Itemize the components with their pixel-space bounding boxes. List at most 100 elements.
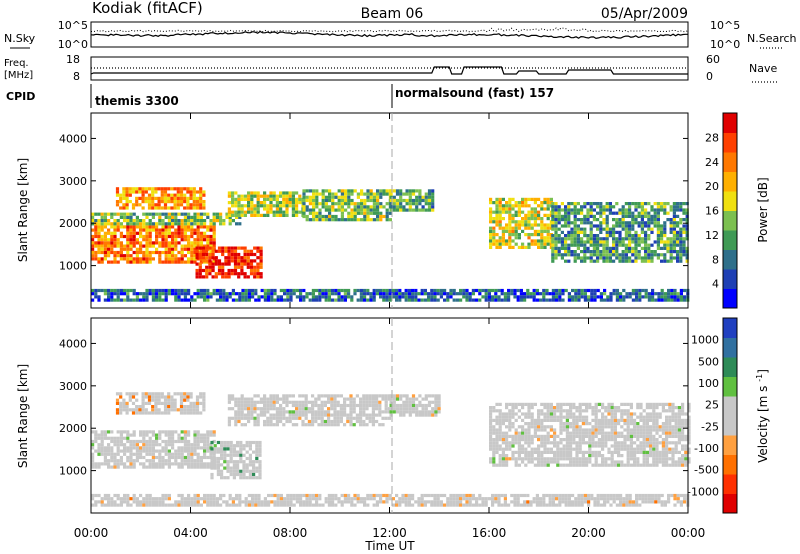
heatmap-cell — [408, 202, 412, 206]
heatmap-cell — [589, 237, 593, 241]
heatmap-cell — [573, 202, 577, 206]
heatmap-cell — [205, 256, 209, 260]
heatmap-cell — [107, 238, 111, 242]
heatmap-cell — [157, 401, 161, 405]
heatmap-cell — [148, 212, 152, 216]
heatmap-cell — [144, 408, 148, 412]
heatmap-cell — [259, 397, 263, 401]
heatmap-cell — [119, 222, 123, 226]
heatmap-cell — [368, 403, 372, 408]
heatmap-cell — [399, 198, 403, 203]
heatmap-cell — [142, 254, 146, 258]
heatmap-cell — [266, 397, 270, 401]
heatmap-cell — [372, 192, 376, 196]
heatmap-cell — [158, 298, 162, 302]
heatmap-cell — [119, 392, 123, 396]
heatmap-cell — [163, 395, 168, 399]
heatmap-cell — [132, 244, 136, 248]
heatmap-cell — [183, 260, 187, 264]
heatmap-cell — [135, 222, 139, 226]
heatmap-cell — [617, 444, 621, 448]
heatmap-cell — [585, 415, 589, 419]
heatmap-cell — [199, 203, 203, 207]
heatmap-cell — [258, 476, 262, 480]
heatmap-cell — [596, 237, 600, 241]
heatmap-cell — [177, 465, 181, 469]
heatmap-cell — [489, 418, 493, 422]
heatmap-cell — [148, 459, 152, 463]
heatmap-cell — [318, 202, 322, 206]
heatmap-cell — [193, 241, 197, 245]
heatmap-cell — [372, 198, 376, 203]
heatmap-cell — [615, 240, 619, 244]
heatmap-cell — [131, 206, 136, 210]
heatmap-cell — [231, 197, 235, 201]
heatmap-cell — [489, 406, 493, 410]
heatmap-cell — [119, 462, 123, 466]
heatmap-cell — [492, 444, 496, 448]
heatmap-cell — [411, 192, 416, 196]
heatmap-cell — [679, 298, 683, 302]
heatmap-cell — [176, 408, 180, 412]
heatmap-cell — [135, 219, 139, 223]
heatmap-cell — [605, 224, 609, 228]
heatmap-cell — [212, 430, 216, 434]
heatmap-cell — [567, 211, 571, 215]
heatmap-cell — [575, 422, 579, 426]
heatmap-cell — [537, 463, 541, 467]
heatmap-cell — [282, 213, 286, 217]
heatmap-cell — [180, 462, 184, 466]
heatmap-cell — [275, 207, 279, 211]
heatmap-cell — [275, 423, 279, 427]
heatmap-cell — [131, 395, 136, 399]
heatmap-cell — [285, 204, 289, 208]
heatmap-cell — [97, 298, 101, 302]
heatmap-cell — [113, 234, 117, 239]
heatmap-cell — [565, 412, 569, 416]
heatmap-cell — [647, 298, 651, 302]
heatmap-cell — [145, 215, 149, 219]
heatmap-cell — [505, 463, 509, 467]
heatmap-cell — [524, 412, 528, 416]
heatmap-cell — [491, 298, 495, 302]
heatmap-cell — [167, 433, 171, 437]
heatmap-cell — [375, 407, 379, 411]
heatmap-cell — [640, 214, 644, 218]
heatmap-cell — [147, 196, 152, 200]
heatmap-cell — [177, 493, 181, 498]
heatmap-cell — [634, 221, 638, 225]
heatmap-cell — [532, 295, 536, 299]
heatmap-cell — [554, 208, 558, 212]
heatmap-cell — [685, 259, 689, 263]
heatmap-cell — [624, 227, 628, 231]
heatmap-cell — [227, 268, 231, 273]
heatmap-cell — [637, 237, 641, 241]
heatmap-cell — [511, 422, 515, 426]
heatmap-cell — [327, 298, 331, 302]
heatmap-cell — [116, 219, 120, 223]
heatmap-cell — [546, 457, 550, 461]
heatmap-cell — [97, 234, 101, 239]
heatmap-cell — [628, 224, 632, 228]
heatmap-cell — [173, 398, 177, 402]
heatmap-cell — [230, 272, 234, 276]
heatmap-cell — [148, 234, 152, 239]
heatmap-cell — [208, 256, 212, 260]
heatmap-cell — [561, 298, 565, 302]
heatmap-cell — [330, 394, 334, 398]
heatmap-cell — [123, 462, 127, 466]
heatmap-cell — [350, 295, 354, 299]
heatmap-cell — [174, 215, 178, 219]
heatmap-cell — [302, 198, 306, 203]
heatmap-cell — [581, 450, 585, 454]
heatmap-cell — [282, 394, 286, 398]
heatmap-cell — [340, 208, 344, 212]
heatmap-cell — [459, 298, 463, 302]
heatmap-cell — [161, 446, 165, 450]
heatmap-cell — [642, 447, 646, 451]
heatmap-cell — [626, 409, 630, 413]
heatmap-cell — [227, 246, 231, 250]
heatmap-cell — [652, 450, 656, 454]
heatmap-cell — [617, 460, 621, 464]
heatmap-cell — [424, 202, 428, 206]
